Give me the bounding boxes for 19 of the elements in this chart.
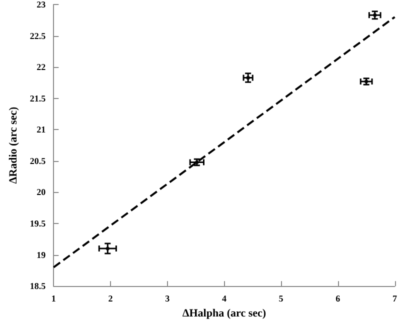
y-tick-label: 22.5 — [30, 30, 46, 41]
y-tick-label: 22 — [36, 62, 46, 72]
y-tick-label: 18.5 — [30, 281, 46, 292]
y-tick-label: 20 — [36, 187, 46, 198]
x-tick-label: 6 — [336, 294, 341, 304]
x-tick-label: 4 — [222, 294, 227, 304]
y-axis-title: ΔRadio (arc sec) — [8, 106, 20, 184]
y-tick-label: 21 — [36, 124, 46, 135]
x-tick-label: 3 — [165, 294, 170, 304]
y-tick-label: 19 — [36, 250, 46, 260]
y-tick-label: 21.5 — [30, 93, 46, 104]
y-tick-label: 23 — [36, 0, 46, 10]
y-tick-label: 19.5 — [30, 218, 46, 229]
x-tick-label: 1 — [51, 294, 56, 304]
x-tick-label: 5 — [278, 294, 284, 304]
y-tick-label: 20.5 — [30, 156, 46, 166]
x-tick-label: 2 — [108, 294, 114, 304]
x-tick-label: 7 — [392, 294, 398, 304]
x-axis-title: ΔHalpha (arc sec) — [182, 308, 266, 320]
